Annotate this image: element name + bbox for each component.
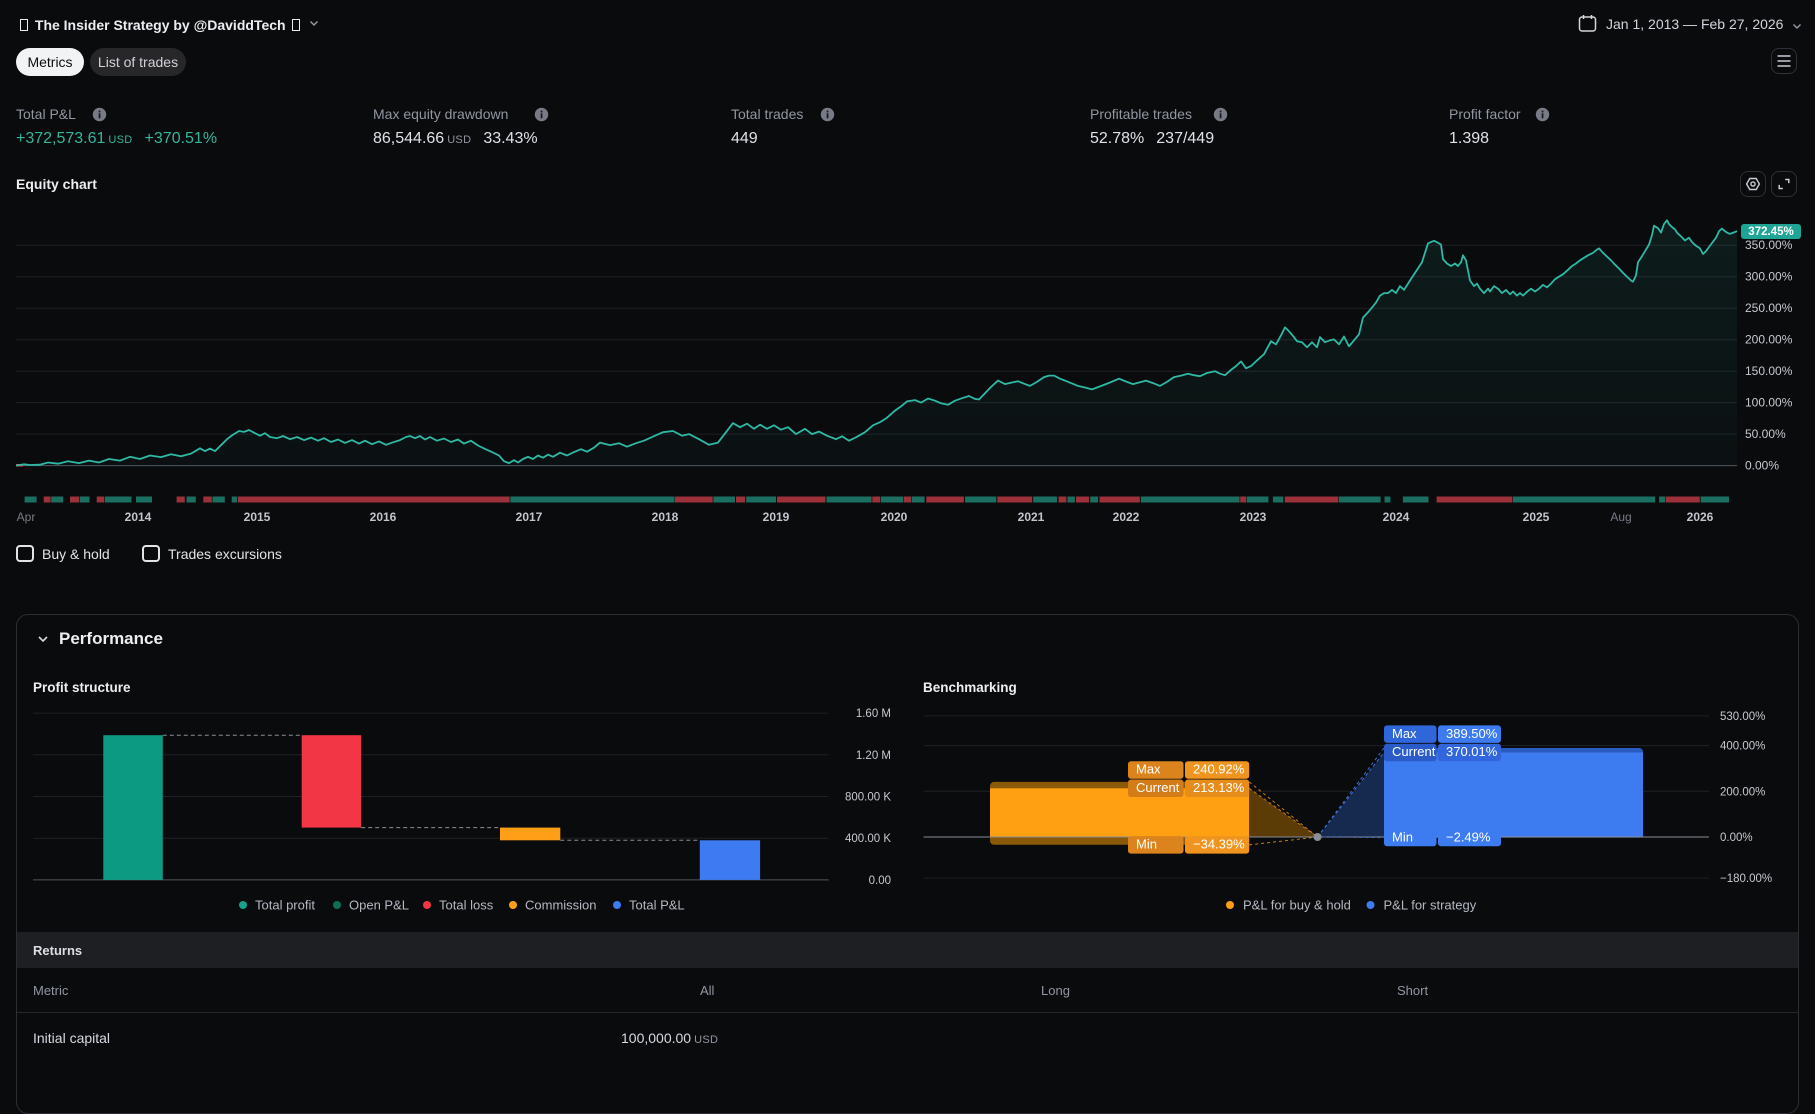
svg-text:2017: 2017: [516, 510, 543, 524]
svg-text:2016: 2016: [370, 510, 397, 524]
svg-text:50.00%: 50.00%: [1745, 427, 1786, 441]
svg-text:2020: 2020: [881, 510, 908, 524]
svg-text:150.00%: 150.00%: [1745, 364, 1793, 378]
svg-text:0.00%: 0.00%: [1720, 832, 1753, 844]
svg-text:1.60 M: 1.60 M: [856, 708, 891, 720]
svg-text:Current: Current: [1392, 744, 1436, 759]
svg-text:−180.00%: −180.00%: [1720, 873, 1772, 885]
svg-text:2023: 2023: [1240, 510, 1267, 524]
svg-text:Min: Min: [1392, 829, 1413, 844]
svg-text:100.00%: 100.00%: [1745, 396, 1793, 410]
svg-text:530.00%: 530.00%: [1720, 711, 1765, 723]
svg-text:Total profit: Total profit: [255, 898, 315, 913]
svg-text:300.00%: 300.00%: [1745, 270, 1793, 284]
svg-text:200.00%: 200.00%: [1745, 333, 1793, 347]
svg-text:2019: 2019: [763, 510, 790, 524]
svg-text:1.20 M: 1.20 M: [856, 750, 891, 762]
svg-text:2014: 2014: [125, 510, 152, 524]
svg-text:Total P&L: Total P&L: [629, 898, 685, 913]
svg-text:2015: 2015: [244, 510, 271, 524]
svg-text:−34.39%: −34.39%: [1193, 837, 1245, 852]
svg-text:800.00 K: 800.00 K: [845, 792, 891, 804]
svg-text:P&L for buy & hold: P&L for buy & hold: [1243, 898, 1351, 913]
svg-text:2026: 2026: [1687, 510, 1714, 524]
svg-text:Max: Max: [1392, 726, 1417, 741]
svg-text:2024: 2024: [1383, 510, 1410, 524]
svg-text:2025: 2025: [1523, 510, 1550, 524]
svg-text:Apr: Apr: [17, 510, 36, 524]
svg-text:389.50%: 389.50%: [1446, 726, 1498, 741]
svg-text:200.00%: 200.00%: [1720, 786, 1765, 798]
svg-text:250.00%: 250.00%: [1745, 301, 1793, 315]
svg-text:370.01%: 370.01%: [1446, 744, 1498, 759]
svg-text:350.00%: 350.00%: [1745, 238, 1793, 252]
svg-text:2018: 2018: [652, 510, 679, 524]
svg-text:0.00%: 0.00%: [1745, 459, 1779, 473]
svg-text:0.00: 0.00: [869, 875, 891, 887]
svg-text:400.00 K: 400.00 K: [845, 833, 891, 845]
svg-text:213.13%: 213.13%: [1193, 780, 1245, 795]
svg-text:Total loss: Total loss: [439, 898, 494, 913]
svg-text:Commission: Commission: [525, 898, 597, 913]
svg-text:2022: 2022: [1113, 510, 1140, 524]
svg-text:Max: Max: [1136, 762, 1161, 777]
svg-text:Open P&L: Open P&L: [349, 898, 409, 913]
svg-text:Current: Current: [1136, 780, 1180, 795]
svg-text:−2.49%: −2.49%: [1446, 829, 1491, 844]
svg-text:Min: Min: [1136, 837, 1157, 852]
svg-text:2021: 2021: [1018, 510, 1045, 524]
svg-text:P&L for strategy: P&L for strategy: [1384, 898, 1477, 913]
svg-text:240.92%: 240.92%: [1193, 762, 1245, 777]
svg-text:Aug: Aug: [1610, 510, 1631, 524]
svg-text:400.00%: 400.00%: [1720, 741, 1765, 753]
